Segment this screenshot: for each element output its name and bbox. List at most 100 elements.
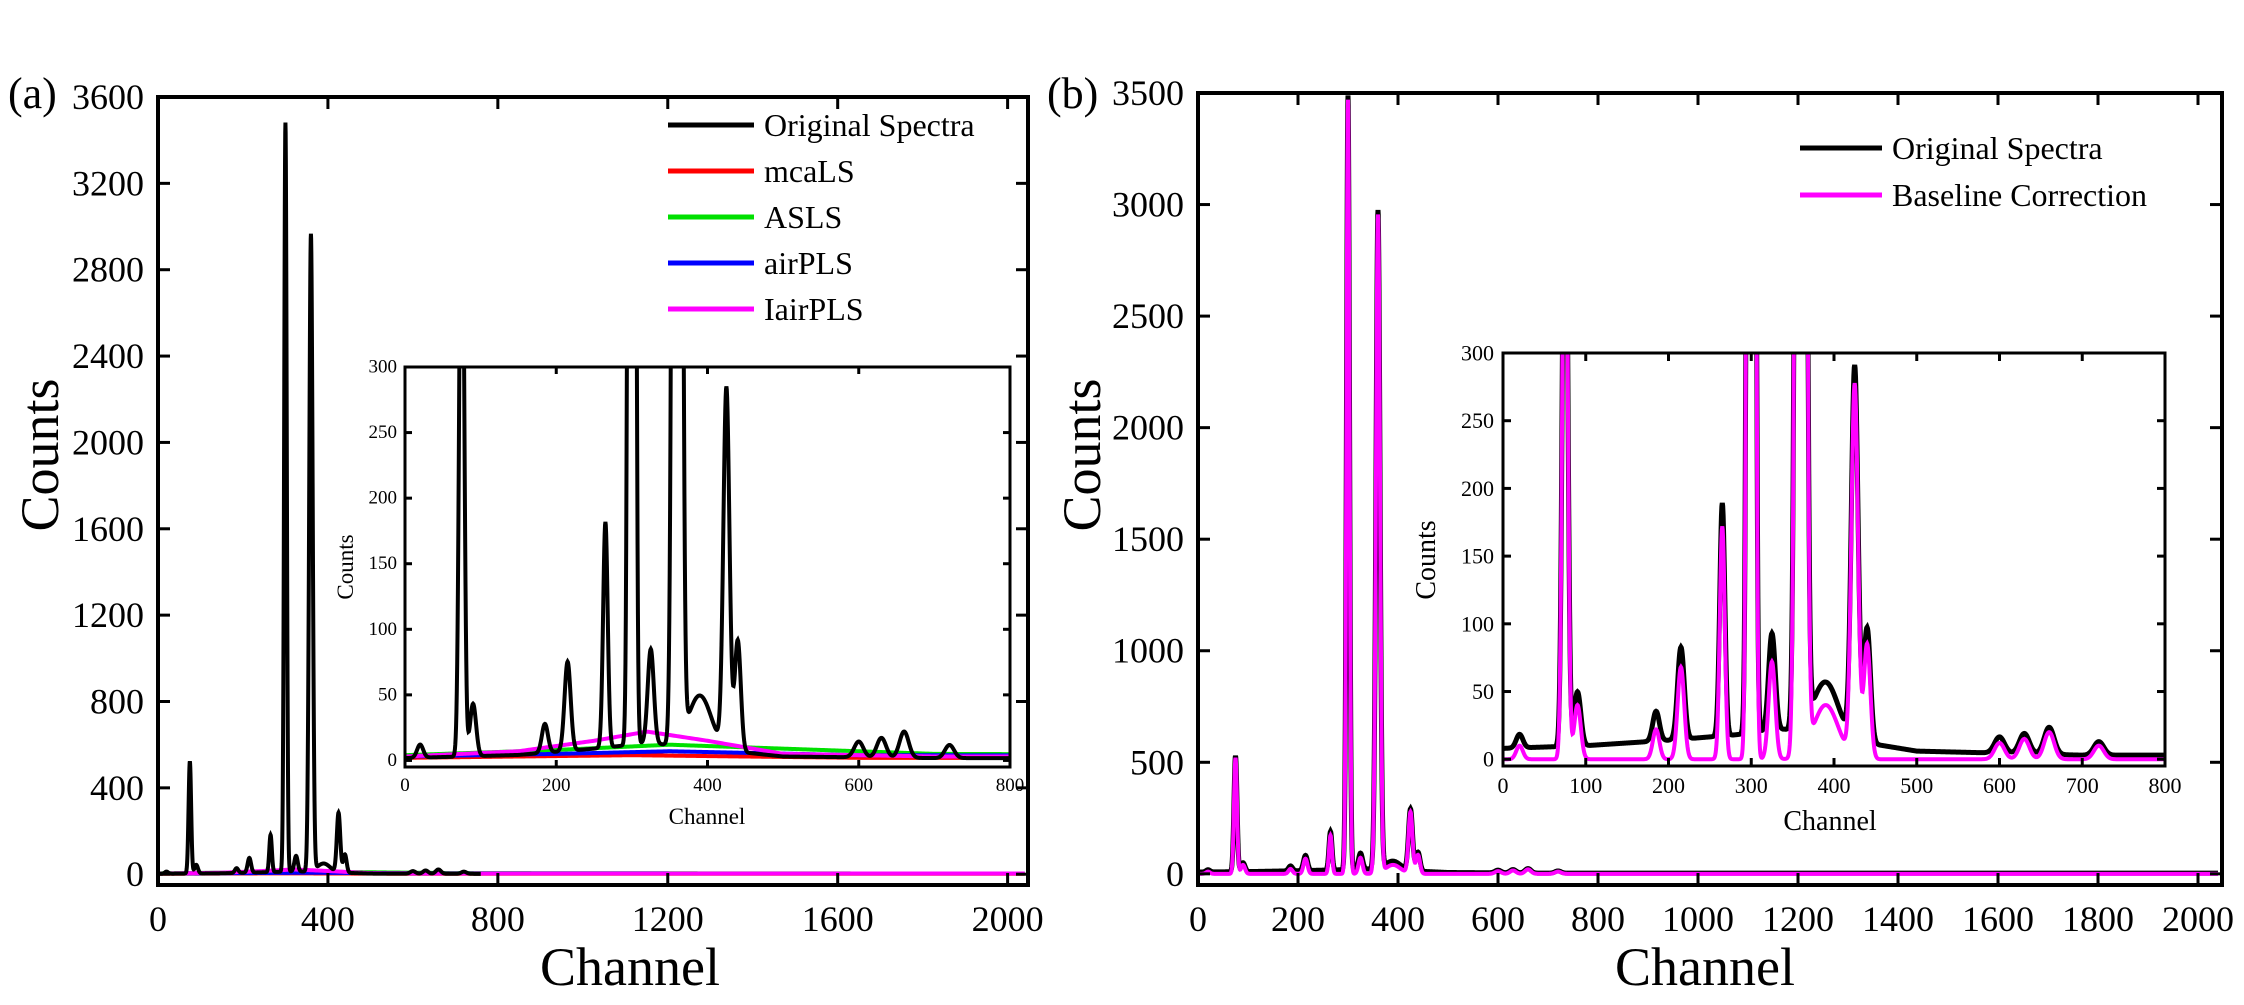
panel-a-inset-x-tick-label: 200 (542, 775, 571, 796)
panel-a-x-axis-label: Channel (540, 937, 720, 997)
panel-a-inset-y-tick-label: 150 (369, 553, 398, 574)
panel-a-inset-x-label: Channel (669, 804, 746, 829)
panel-a-y-tick-label: 3600 (72, 77, 144, 117)
panel-b-y-tick-label: 2500 (1112, 296, 1184, 336)
panel-a-legend-item: ASLS (668, 199, 842, 235)
panel-b-legend-label: Original Spectra (1892, 130, 2103, 166)
panel-b-x-tick-label: 600 (1471, 899, 1525, 939)
panel-b-x-tick-label: 0 (1189, 899, 1207, 939)
panel-b-inset-x-tick-label: 0 (1498, 773, 1509, 798)
panel-b-inset-x-tick-label: 200 (1652, 773, 1685, 798)
panel-b-inset-x-tick-label: 300 (1735, 773, 1768, 798)
panel-a-inset-y-label: Counts (333, 534, 358, 599)
panel-a-y-tick-label: 800 (90, 681, 144, 721)
panel-b-inset-x-tick-label: 500 (1900, 773, 1933, 798)
panel-a: (a) 0 400 800 1200 1600 200004008001200160020… (8, 69, 1044, 997)
panel-b-legend: Original Spectra Baseline Correction (1800, 130, 2147, 213)
panel-a-x-tick-label: 1200 (632, 899, 704, 939)
panel-b-inset-series-baseline-correction (1503, 353, 2165, 762)
panel-b-y-tick-label: 500 (1130, 742, 1184, 782)
panel-a-inset-x-tick-label: 800 (996, 775, 1025, 796)
panel-a-legend-item: IairPLS (668, 291, 864, 327)
panel-b-inset-y-tick-label: 300 (1461, 341, 1494, 366)
panel-a-x-tick-label: 0 (149, 899, 167, 939)
panel-b-y-tick-label: 1000 (1112, 631, 1184, 671)
panel-a-legend-item: mcaLS (668, 153, 855, 189)
panel-a-inset-y-tick-label: 50 (378, 684, 397, 705)
panel-a-y-tick-label: 2000 (72, 422, 144, 462)
panel-a-inset-y-tick-label: 200 (369, 488, 398, 509)
panel-b: (b) 0 200 400 600 800 1000 1200 1400 1600 1800 200… (1047, 69, 2234, 997)
panel-a-inset-series-original (405, 367, 1010, 761)
panel-a-inset-series-iairpls (405, 729, 1010, 759)
panel-b-legend-label: Baseline Correction (1892, 177, 2147, 213)
panel-b-inset-y-tick-label: 50 (1472, 679, 1494, 704)
panel-b-inset-y-tick-label: 0 (1483, 747, 1494, 772)
panel-b-inset-x-tick-label: 700 (2066, 773, 2099, 798)
panel-a-legend: Original Spectra mcaLS ASLS airPLS IairPLS (668, 107, 975, 327)
panel-b-inset-x-tick-label: 600 (1983, 773, 2016, 798)
panel-b-y-tick-label: 3000 (1112, 185, 1184, 225)
panel-a-legend-label: mcaLS (764, 153, 855, 189)
panel-a-x-tick-label: 800 (471, 899, 525, 939)
panel-a-y-tick-label: 2400 (72, 336, 144, 376)
panel-b-inset-x-tick-label: 400 (1818, 773, 1851, 798)
panel-b-plot-area (1198, 95, 2218, 876)
panel-b-label: (b) (1047, 69, 1098, 118)
panel-a-x-tick-label: 2000 (972, 899, 1044, 939)
panel-b-x-tick-label: 800 (1571, 899, 1625, 939)
panel-a-inset-x-tick-label: 0 (400, 775, 410, 796)
panel-b-y-tick-label: 2000 (1112, 408, 1184, 448)
panel-a-y-tick-label: 400 (90, 768, 144, 808)
panel-b-x-tick-label: 2000 (2162, 899, 2234, 939)
panel-b-series-baseline-correction (1198, 99, 2218, 876)
panel-b-y-tick-label: 1500 (1112, 519, 1184, 559)
panel-a-inset-y-tick-label: 100 (369, 619, 398, 640)
panel-a-frame (156, 95, 1030, 887)
panel-b-inset-y-tick-label: 150 (1461, 544, 1494, 569)
panel-a-x-tick-label: 400 (301, 899, 355, 939)
panel-b-x-tick-label: 1200 (1762, 899, 1834, 939)
panel-b-x-axis-label: Channel (1615, 937, 1795, 997)
panel-b-x-tick-label: 1400 (1862, 899, 1934, 939)
panel-a-inset-y-tick-label: 300 (369, 357, 398, 378)
panel-a-x-tick-label: 1600 (802, 899, 874, 939)
panel-b-y-tick-label: 3500 (1112, 73, 1184, 113)
panel-b-inset-y-label: Counts (1411, 520, 1442, 599)
panel-a-legend-label: IairPLS (764, 291, 864, 327)
panel-a-legend-label: Original Spectra (764, 107, 975, 143)
panel-b-inset-y-tick-label: 200 (1461, 476, 1494, 501)
panel-b-x-tick-label: 200 (1271, 899, 1325, 939)
panel-a-inset-y-tick-label: 0 (388, 750, 398, 771)
panel-a-y-tick-label: 2800 (72, 250, 144, 290)
panel-a-inset-x-tick-label: 600 (845, 775, 874, 796)
panel-a-legend-item: airPLS (668, 245, 853, 281)
panel-a-y-tick-label: 0 (126, 854, 144, 894)
panel-a-y-tick-label: 1600 (72, 509, 144, 549)
panel-b-y-axis-label: Counts (1052, 378, 1112, 531)
panel-b-inset: 0 100 200 300 400 500 600 700 800 0 50 100 150 200 250… (1411, 341, 2182, 838)
panel-a-legend-label: airPLS (764, 245, 853, 281)
panel-b-inset-y-tick-label: 100 (1461, 611, 1494, 636)
panel-b-legend-item: Original Spectra (1800, 130, 2103, 166)
panel-a-y-tick-label: 1200 (72, 595, 144, 635)
panel-b-frame (1196, 91, 2224, 887)
panel-b-legend-item: Baseline Correction (1800, 177, 2147, 213)
panel-b-x-tick-label: 1600 (1962, 899, 2034, 939)
panel-a-y-axis-label: Counts (10, 378, 70, 531)
panel-a-y-tick-label: 3200 (72, 163, 144, 203)
panel-a-plot-area (158, 122, 1025, 876)
panel-b-x-tick-label: 1800 (2062, 899, 2134, 939)
panel-b-inset-x-tick-label: 100 (1569, 773, 1602, 798)
panel-a-label: (a) (8, 69, 57, 118)
panel-b-x-tick-label: 1000 (1662, 899, 1734, 939)
panel-a-inset-x-tick-label: 400 (693, 775, 722, 796)
panel-b-inset-x-tick-label: 800 (2149, 773, 2182, 798)
panel-b-y-tick-label: 0 (1166, 854, 1184, 894)
panel-b-inset-y-tick-label: 250 (1461, 408, 1494, 433)
panel-a-series-original (158, 122, 481, 876)
panel-b-x-tick-label: 400 (1371, 899, 1425, 939)
panel-a-inset-y-tick-label: 250 (369, 422, 398, 443)
